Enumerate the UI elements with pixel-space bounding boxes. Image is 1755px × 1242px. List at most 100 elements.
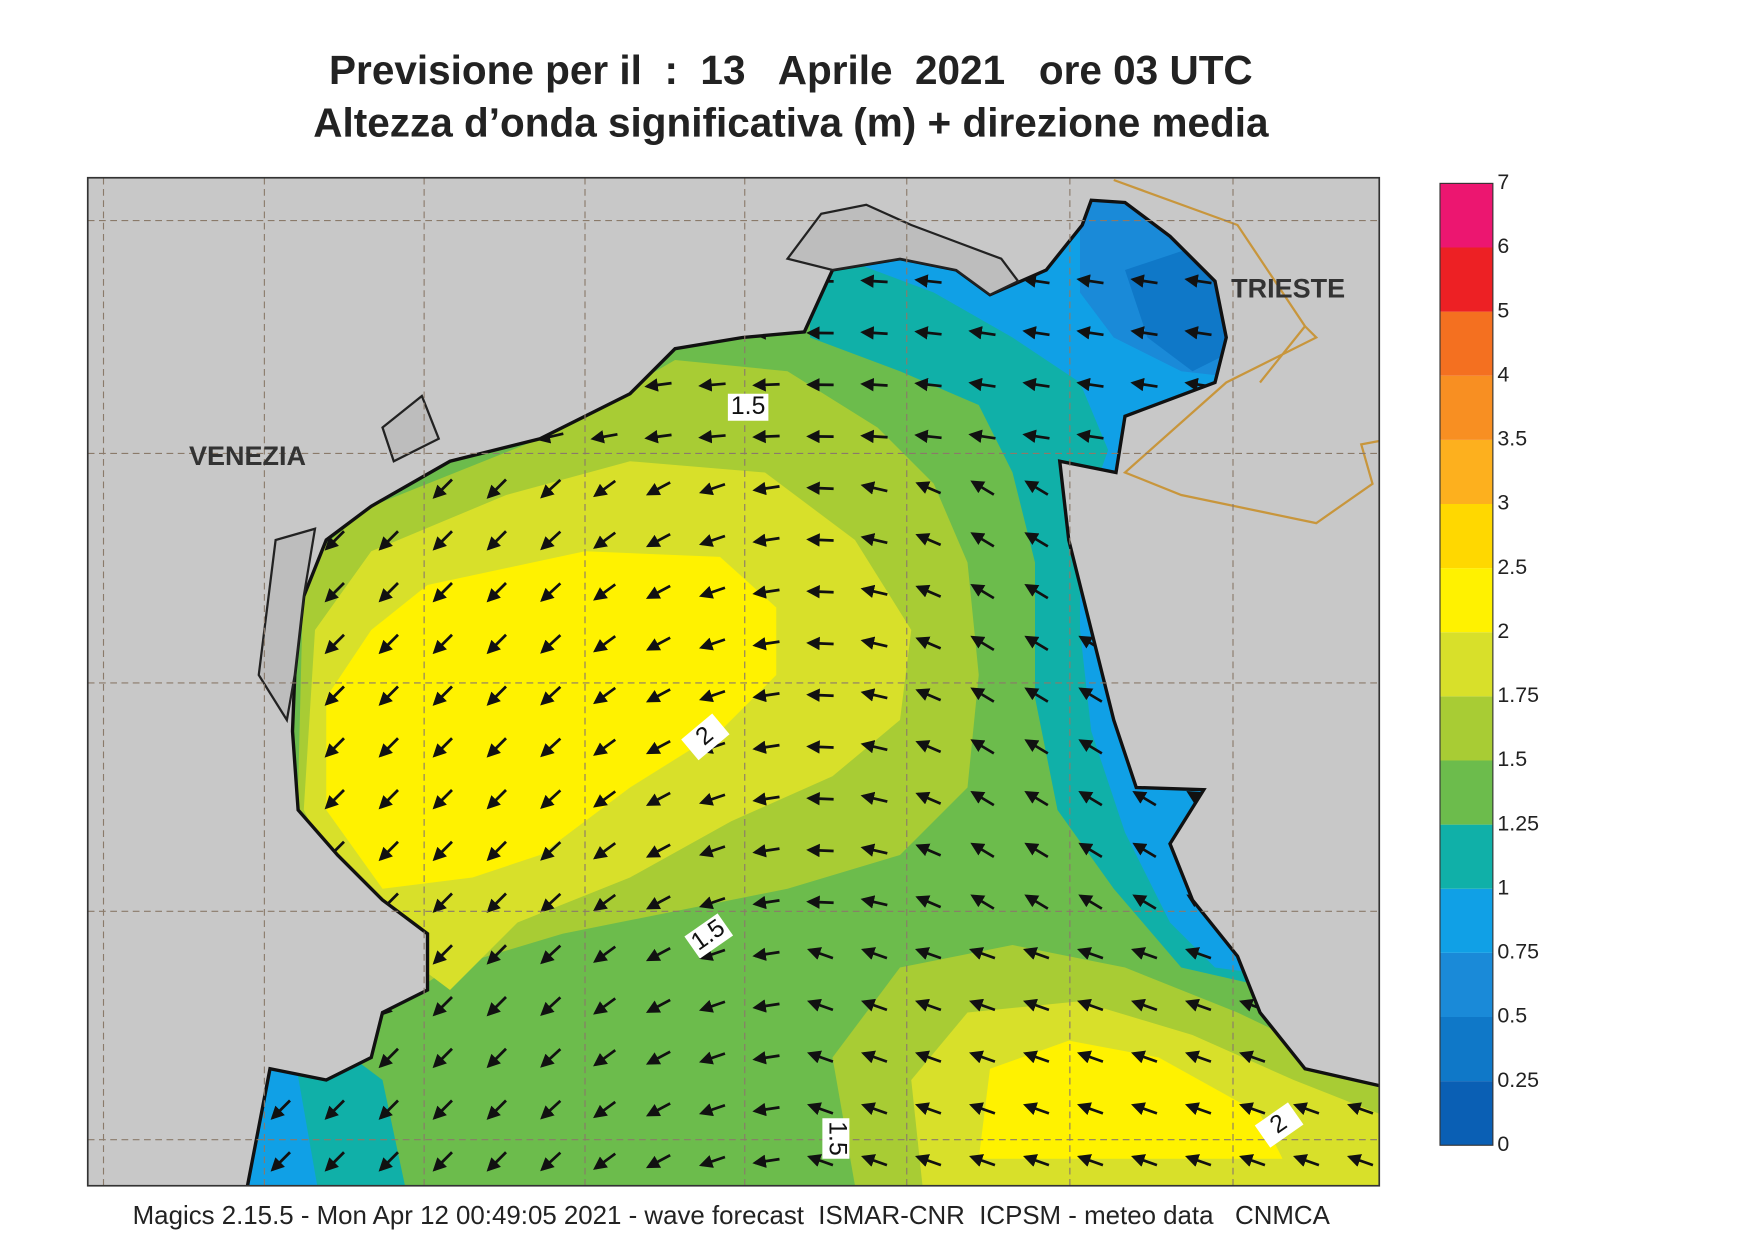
arrow xyxy=(970,790,995,807)
arrow xyxy=(540,737,562,758)
arrow xyxy=(486,478,507,499)
arrow xyxy=(1185,1050,1212,1064)
arrow xyxy=(645,791,671,806)
arrow xyxy=(752,637,780,651)
arrow xyxy=(1185,1102,1212,1116)
arrow xyxy=(645,1050,671,1065)
arrow xyxy=(324,1099,345,1120)
arrow xyxy=(969,1102,996,1116)
arrow xyxy=(698,689,726,703)
arrow xyxy=(970,687,995,703)
arrow xyxy=(807,947,834,960)
arrow xyxy=(593,738,617,756)
arrow xyxy=(860,740,888,754)
arrow xyxy=(1078,790,1103,807)
arrow xyxy=(432,789,453,810)
arrow xyxy=(486,737,507,758)
arrow xyxy=(752,533,780,547)
arrow xyxy=(540,841,562,861)
arrow xyxy=(486,944,507,965)
arrow xyxy=(644,378,672,392)
colorbar-band xyxy=(1440,1017,1493,1082)
arrow xyxy=(1184,274,1212,288)
arrow xyxy=(860,533,888,547)
colorbar-frame xyxy=(1439,182,1494,1146)
contour-label: 1.5 xyxy=(731,393,765,420)
arrow xyxy=(970,842,995,859)
arrow xyxy=(860,895,888,909)
arrow xyxy=(1185,998,1212,1012)
arrow xyxy=(752,585,780,599)
arrow xyxy=(1024,842,1049,859)
arrow xyxy=(645,895,671,910)
arrow xyxy=(432,582,453,603)
colorbar-band xyxy=(1440,504,1493,569)
arrow xyxy=(698,1051,726,1065)
arrow xyxy=(432,996,453,1017)
colorbar-band xyxy=(1440,888,1493,953)
arrow xyxy=(807,1102,834,1116)
arrow xyxy=(806,688,834,702)
arrow xyxy=(1132,790,1157,807)
arrow xyxy=(432,944,453,965)
arrow xyxy=(540,789,562,809)
arrow xyxy=(593,842,617,860)
colorbar-label: 0 xyxy=(1497,1132,1509,1156)
arrow xyxy=(1131,1102,1158,1116)
contour-label-box xyxy=(681,713,730,761)
arrow xyxy=(1024,739,1049,755)
arrow xyxy=(324,789,345,810)
arrow xyxy=(432,892,453,913)
arrow xyxy=(593,479,617,498)
arrow xyxy=(540,892,562,913)
arrow xyxy=(698,792,726,806)
arrow xyxy=(914,377,942,392)
colorbar-label: 0.75 xyxy=(1497,940,1539,964)
colorbar-label: 4 xyxy=(1497,362,1509,386)
arrow xyxy=(1024,894,1049,910)
arrow xyxy=(1293,1102,1320,1116)
arrow xyxy=(432,840,453,862)
arrow xyxy=(1078,687,1103,703)
graticule xyxy=(87,177,1380,1186)
arrow xyxy=(324,1151,345,1172)
arrow xyxy=(806,843,834,858)
colorbar-band xyxy=(1440,247,1493,312)
arrow xyxy=(970,480,995,496)
arrow xyxy=(432,530,453,551)
arrow xyxy=(645,584,671,599)
colorbar-band xyxy=(1440,760,1493,825)
arrow xyxy=(860,843,888,857)
colorbar-label: 2 xyxy=(1497,619,1509,643)
arrow xyxy=(1022,274,1050,288)
arrow xyxy=(752,999,780,1013)
arrow xyxy=(698,534,726,547)
arrow xyxy=(698,896,726,910)
arrow xyxy=(860,274,888,288)
arrow xyxy=(486,685,507,706)
arrow xyxy=(593,997,617,1015)
arrow xyxy=(378,582,399,603)
arrow xyxy=(645,481,671,496)
colorbar-label: 0.5 xyxy=(1497,1004,1527,1028)
arrow xyxy=(486,1099,507,1120)
arrow xyxy=(1022,377,1050,392)
arrow xyxy=(752,844,780,858)
arrow xyxy=(1024,532,1049,548)
arrow xyxy=(807,998,834,1012)
arrow xyxy=(861,947,888,960)
arrow xyxy=(1347,1154,1374,1167)
arrow xyxy=(378,840,399,862)
arrow xyxy=(432,1151,453,1172)
arrow xyxy=(432,1099,453,1120)
arrow xyxy=(807,1050,834,1064)
arrow xyxy=(860,377,888,392)
arrow xyxy=(1024,480,1049,496)
colorbar-label: 1.75 xyxy=(1497,683,1539,707)
colorbar-label: 1.25 xyxy=(1497,811,1539,835)
arrow xyxy=(1185,947,1212,960)
arrow xyxy=(915,636,942,650)
arrow xyxy=(540,530,562,551)
arrow xyxy=(645,843,671,858)
